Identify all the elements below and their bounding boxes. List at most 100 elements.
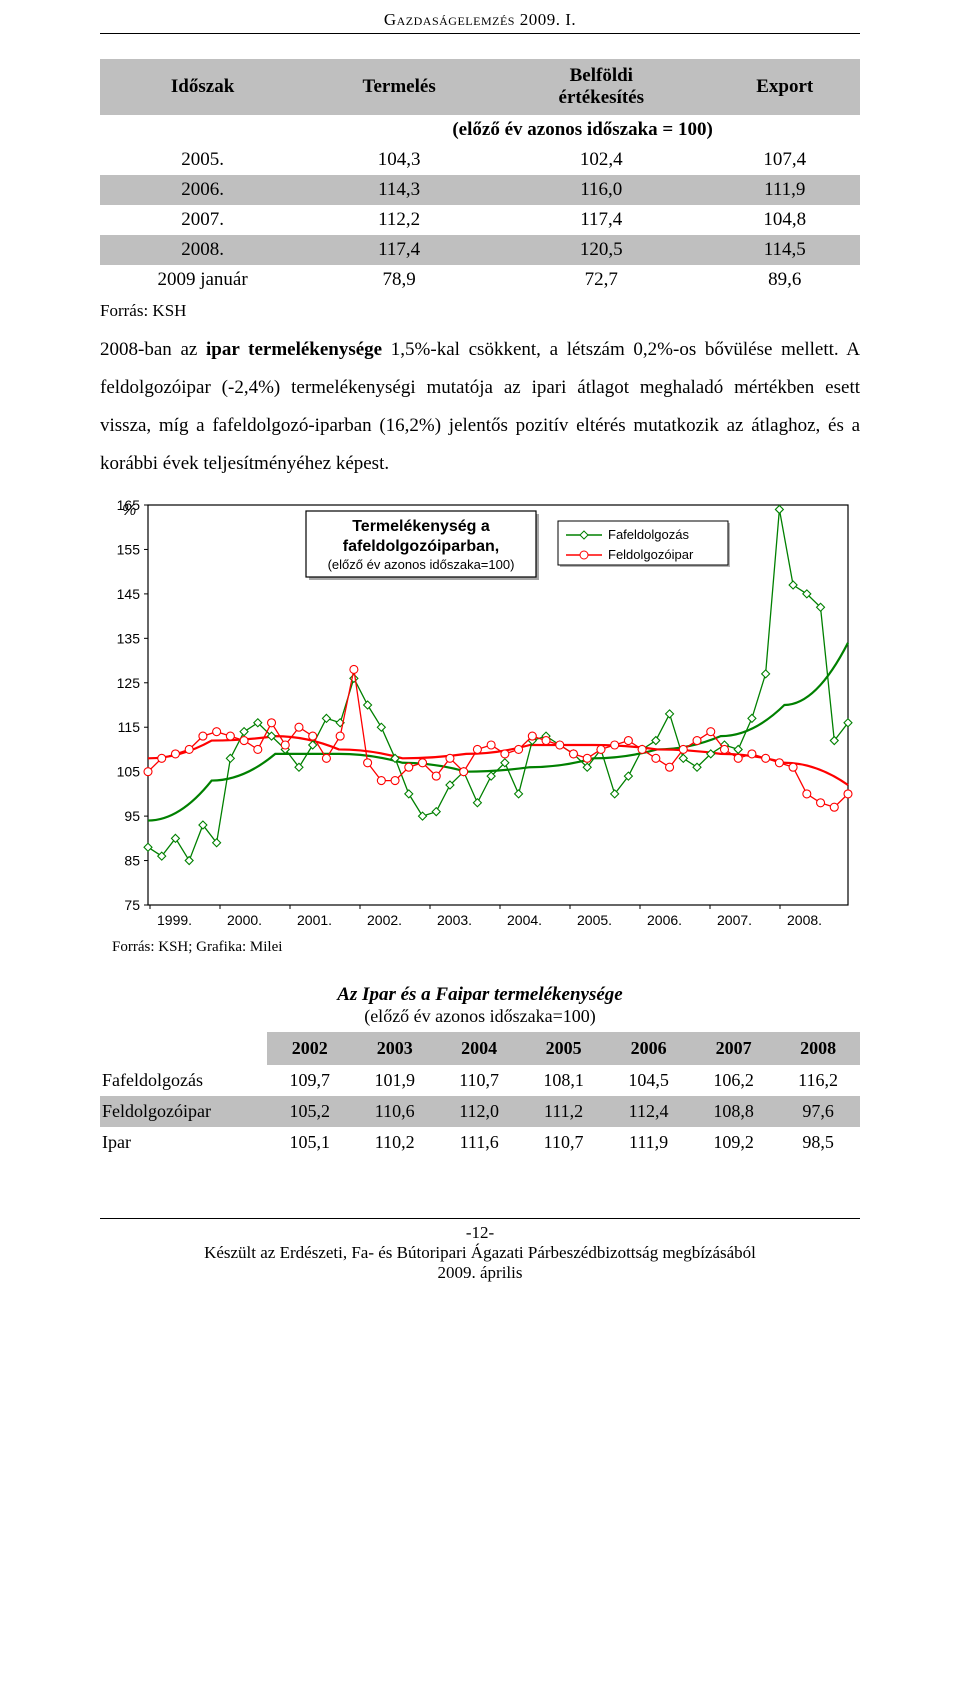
cell: 117,4 (493, 205, 709, 235)
cell: 116,0 (493, 175, 709, 205)
footer-line1: Készült az Erdészeti, Fa- és Bútoripari … (204, 1243, 756, 1262)
cell: 105,2 (267, 1096, 352, 1127)
table-row: Ipar105,1110,2111,6110,7111,9109,298,5 (100, 1127, 860, 1158)
cell: 114,3 (305, 175, 493, 205)
chart-svg: 758595105115125135145155165%1999.2000.20… (100, 495, 860, 935)
svg-text:2000.: 2000. (227, 912, 262, 928)
subtitle-sub: (előző év azonos időszaka=100) (364, 1006, 596, 1026)
cell: 110,6 (352, 1096, 437, 1127)
cell: 89,6 (709, 265, 860, 295)
row-label: Ipar (100, 1127, 267, 1158)
cell: 116,2 (776, 1065, 860, 1096)
cell: 72,7 (493, 265, 709, 295)
svg-text:2001.: 2001. (297, 912, 332, 928)
cell: 98,5 (776, 1127, 860, 1158)
cell: 104,8 (709, 205, 860, 235)
table1-source: Forrás: KSH (100, 301, 860, 321)
cell: 114,5 (709, 235, 860, 265)
table2-col-4: 2005 (521, 1032, 606, 1065)
cell: 120,5 (493, 235, 709, 265)
svg-text:2002.: 2002. (367, 912, 402, 928)
page-footer: -12- Készült az Erdészeti, Fa- és Bútori… (0, 1219, 960, 1303)
svg-text:Fafeldolgozás: Fafeldolgozás (608, 527, 689, 542)
table-row: Fafeldolgozás109,7101,9110,7108,1104,510… (100, 1065, 860, 1096)
cell: 111,6 (437, 1127, 521, 1158)
svg-text:125: 125 (117, 675, 141, 691)
cell: 108,1 (521, 1065, 606, 1096)
para-bold: ipar termelékenysége (206, 339, 382, 360)
cell: 104,3 (305, 145, 493, 175)
cell: 107,4 (709, 145, 860, 175)
cell: 109,7 (267, 1065, 352, 1096)
svg-text:Termelékenység a: Termelékenység a (352, 518, 490, 535)
body-paragraph: 2008-ban az ipar termelékenysége 1,5%-ka… (100, 331, 860, 483)
cell: 111,2 (521, 1096, 606, 1127)
cell: 108,8 (691, 1096, 776, 1127)
cell: 78,9 (305, 265, 493, 295)
cell: 97,6 (776, 1096, 860, 1127)
table1-col-2: Belföldiértékesítés (493, 59, 709, 115)
para-t1: 2008-ban az (100, 339, 206, 360)
svg-text:%: % (122, 502, 136, 519)
svg-text:2005.: 2005. (577, 912, 612, 928)
svg-text:2007.: 2007. (717, 912, 752, 928)
chart-caption: Forrás: KSH; Grafika: Milei (112, 939, 860, 956)
cell: 117,4 (305, 235, 493, 265)
svg-text:2006.: 2006. (647, 912, 682, 928)
cell: 112,4 (606, 1096, 691, 1127)
row-label: 2009 január (100, 265, 305, 295)
svg-text:95: 95 (124, 808, 140, 824)
table-row: 2007.112,2117,4104,8 (100, 205, 860, 235)
table-row: 2009 január78,972,789,6 (100, 265, 860, 295)
table-row: 2008.117,4120,5114,5 (100, 235, 860, 265)
svg-text:2008.: 2008. (787, 912, 822, 928)
row-label: 2008. (100, 235, 305, 265)
row-label: Feldolgozóipar (100, 1096, 267, 1127)
cell: 104,5 (606, 1065, 691, 1096)
svg-text:135: 135 (117, 630, 141, 646)
table2-col-7: 2008 (776, 1032, 860, 1065)
table-production: IdőszakTermelésBelföldiértékesítésExport… (100, 59, 860, 295)
page-number: -12- (466, 1223, 494, 1242)
table1-subhead: (előző év azonos időszaka = 100) (305, 115, 860, 145)
cell: 111,9 (606, 1127, 691, 1158)
table-row: 2006.114,3116,0111,9 (100, 175, 860, 205)
table-row: 2005.104,3102,4107,4 (100, 145, 860, 175)
table2-col-3: 2004 (437, 1032, 521, 1065)
row-label: Fafeldolgozás (100, 1065, 267, 1096)
cell: 110,7 (521, 1127, 606, 1158)
table1-col-3: Export (709, 59, 860, 115)
svg-text:115: 115 (118, 719, 141, 735)
footer-line2: 2009. április (438, 1263, 523, 1282)
cell: 110,2 (352, 1127, 437, 1158)
cell: 102,4 (493, 145, 709, 175)
svg-text:155: 155 (117, 541, 141, 557)
svg-text:145: 145 (117, 586, 141, 602)
table2-col-0 (100, 1032, 267, 1065)
table2-col-1: 2002 (267, 1032, 352, 1065)
subtitle-main: Az Ipar és a Faipar termelékenysége (337, 984, 623, 1005)
svg-text:85: 85 (124, 853, 140, 869)
svg-text:105: 105 (117, 764, 141, 780)
section-subtitle: Az Ipar és a Faipar termelékenysége (elő… (100, 984, 860, 1028)
productivity-chart: 758595105115125135145155165%1999.2000.20… (100, 495, 860, 935)
cell: 101,9 (352, 1065, 437, 1096)
svg-text:fafeldolgozóiparban,: fafeldolgozóiparban, (343, 538, 499, 555)
table2-col-6: 2007 (691, 1032, 776, 1065)
cell: 106,2 (691, 1065, 776, 1096)
svg-text:75: 75 (124, 897, 140, 913)
svg-text:(előző év azonos időszaka=100): (előző év azonos időszaka=100) (328, 557, 515, 572)
cell: 109,2 (691, 1127, 776, 1158)
svg-text:Feldolgozóipar: Feldolgozóipar (608, 547, 694, 562)
table1-col-0: Időszak (100, 59, 305, 115)
cell: 105,1 (267, 1127, 352, 1158)
table1-col-1: Termelés (305, 59, 493, 115)
cell: 112,0 (437, 1096, 521, 1127)
table2-col-2: 2003 (352, 1032, 437, 1065)
svg-text:2003.: 2003. (437, 912, 472, 928)
row-label: 2005. (100, 145, 305, 175)
table-row: Feldolgozóipar105,2110,6112,0111,2112,41… (100, 1096, 860, 1127)
svg-text:2004.: 2004. (507, 912, 542, 928)
svg-text:1999.: 1999. (157, 912, 192, 928)
row-label: 2006. (100, 175, 305, 205)
